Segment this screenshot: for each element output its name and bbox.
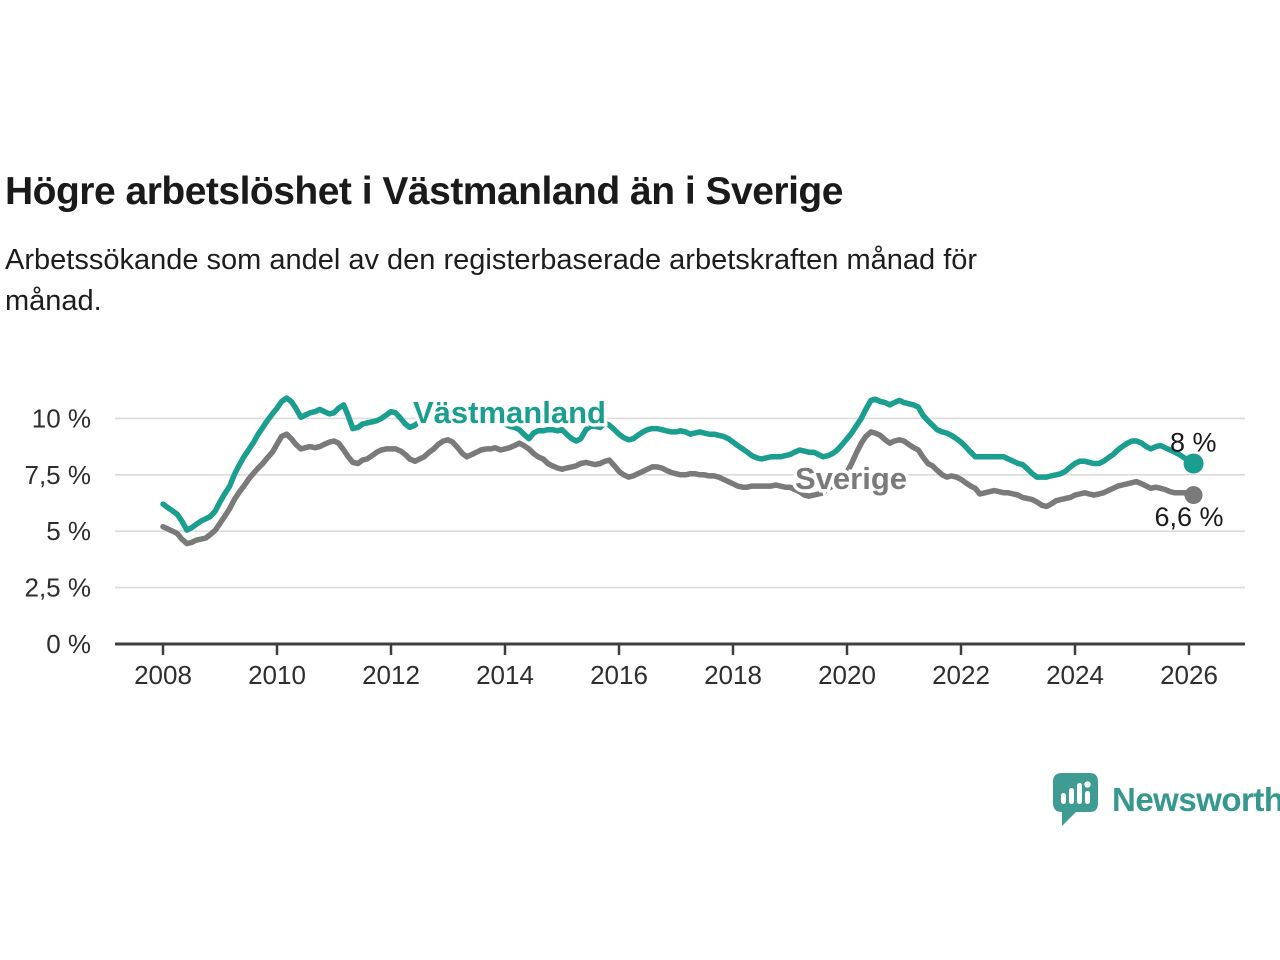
chart-subtitle-line1: Arbetssökande som andel av den registerb… <box>5 244 978 276</box>
series-line-västmanland <box>160 395 1197 533</box>
chart-title: Högre arbetslöshet i Västmanland än i Sv… <box>5 170 843 214</box>
bar-chart-speech-bubble-icon <box>1053 773 1098 826</box>
x-axis-tick-label: 2024 <box>1046 660 1104 690</box>
x-axis-tick-label: 2010 <box>248 660 306 690</box>
x-axis-tick-label: 2020 <box>818 660 876 690</box>
x-axis-tick-label: 2012 <box>362 660 420 690</box>
x-axis-tick-label: 2026 <box>1160 660 1218 690</box>
y-axis-tick-label: 10 % <box>32 403 91 433</box>
series-label-sverige: Sverige <box>795 461 907 496</box>
series-end-dot-västmanland <box>1183 453 1204 474</box>
y-axis-tick-label: 2,5 % <box>25 573 92 603</box>
x-axis-tick-label: 2008 <box>134 660 192 690</box>
x-axis-tick-label: 2016 <box>590 660 648 690</box>
series-label-västmanland: Västmanland <box>413 395 606 430</box>
x-axis-tick-label: 2018 <box>704 660 762 690</box>
x-axis-tick-label: 2022 <box>932 660 990 690</box>
x-axis-tick-label: 2014 <box>476 660 534 690</box>
series-end-label-sverige: 6,6 % <box>1155 502 1224 532</box>
series-end-dot-sverige <box>1184 486 1203 505</box>
y-axis-tick-label: 5 % <box>46 516 91 546</box>
y-axis-tick-label: 0 % <box>46 629 91 659</box>
series-end-label-västmanland: 8 % <box>1170 428 1217 458</box>
chart-subtitle: Arbetssökande som andel av den registerb… <box>5 240 977 322</box>
newsworthy-wordmark: Newsworthy <box>1112 781 1280 818</box>
chart-subtitle-line2: månad. <box>5 285 102 317</box>
series-line-sverige <box>160 429 1197 547</box>
y-axis-tick-label: 7,5 % <box>25 460 92 490</box>
newsworthy-branding: Newsworthy <box>1052 773 1280 827</box>
